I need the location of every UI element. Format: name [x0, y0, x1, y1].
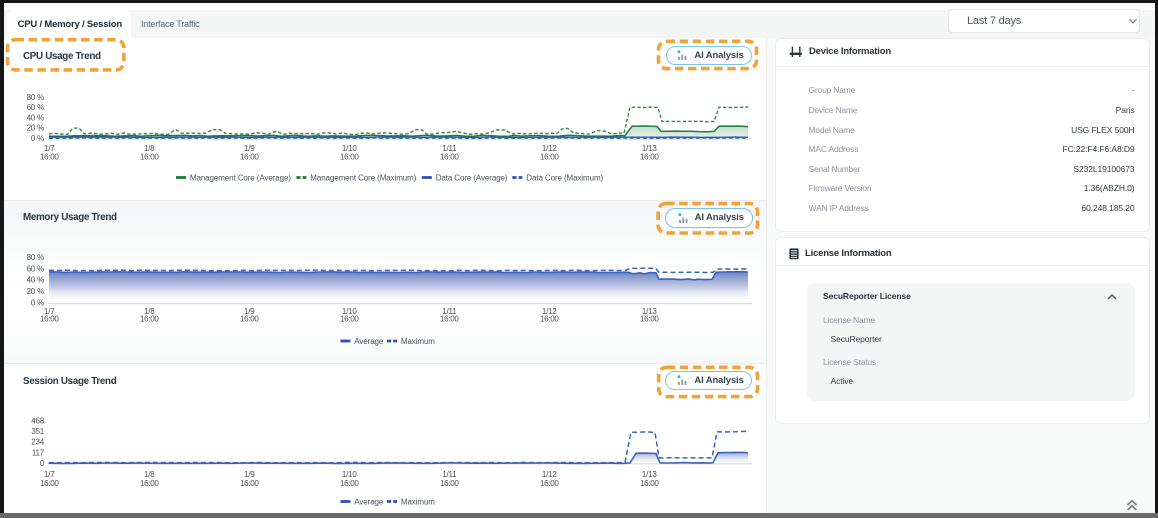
svg-text:1/12: 1/12 [542, 470, 558, 479]
svg-text:16:00: 16:00 [40, 479, 59, 488]
svg-text:20 %: 20 % [27, 287, 45, 296]
svg-text:16:00: 16:00 [140, 315, 159, 324]
svg-text:16:00: 16:00 [340, 315, 359, 324]
svg-text:Management Core (Maximum): Management Core (Maximum) [310, 173, 416, 182]
svg-text:16:00: 16:00 [40, 152, 59, 161]
svg-text:16:00: 16:00 [440, 479, 459, 488]
svg-text:Maximum: Maximum [401, 337, 435, 346]
svg-text:117: 117 [32, 448, 45, 457]
svg-text:1/10: 1/10 [342, 144, 358, 153]
svg-text:20 %: 20 % [27, 124, 45, 133]
svg-text:1/9: 1/9 [244, 307, 255, 316]
svg-text:16:00: 16:00 [540, 152, 559, 161]
svg-text:16:00: 16:00 [340, 152, 359, 161]
svg-text:16:00: 16:00 [440, 315, 459, 324]
svg-text:80 %: 80 % [27, 93, 45, 102]
svg-text:Management Core (Average): Management Core (Average) [190, 173, 291, 182]
svg-text:1/7: 1/7 [44, 470, 55, 479]
svg-text:0: 0 [40, 459, 45, 468]
svg-text:1/10: 1/10 [342, 307, 358, 316]
svg-text:Maximum: Maximum [401, 497, 435, 506]
svg-text:16:00: 16:00 [640, 152, 659, 161]
svg-text:1/7: 1/7 [44, 144, 55, 153]
svg-text:1/11: 1/11 [442, 470, 457, 479]
svg-text:16:00: 16:00 [640, 315, 659, 324]
svg-text:80 %: 80 % [27, 253, 45, 262]
svg-text:1/13: 1/13 [642, 307, 658, 316]
svg-text:16:00: 16:00 [40, 315, 59, 324]
svg-text:16:00: 16:00 [240, 315, 259, 324]
svg-text:234: 234 [31, 438, 44, 447]
svg-text:1/8: 1/8 [144, 144, 155, 153]
svg-text:16:00: 16:00 [240, 479, 259, 488]
svg-text:Data Core (Maximum): Data Core (Maximum) [526, 173, 603, 182]
svg-text:16:00: 16:00 [240, 152, 259, 161]
svg-text:1/13: 1/13 [642, 144, 658, 153]
svg-text:16:00: 16:00 [340, 479, 359, 488]
svg-text:351: 351 [31, 427, 44, 436]
svg-text:Data Core (Average): Data Core (Average) [436, 173, 508, 182]
svg-text:1/9: 1/9 [244, 470, 255, 479]
svg-text:16:00: 16:00 [540, 479, 559, 488]
svg-text:16:00: 16:00 [140, 479, 159, 488]
svg-text:16:00: 16:00 [540, 315, 559, 324]
svg-text:1/11: 1/11 [442, 144, 457, 153]
svg-text:1/12: 1/12 [542, 144, 558, 153]
svg-text:40 %: 40 % [27, 113, 45, 122]
svg-text:1/11: 1/11 [442, 307, 457, 316]
svg-text:1/10: 1/10 [342, 470, 358, 479]
svg-text:Average: Average [354, 497, 384, 506]
svg-text:40 %: 40 % [27, 276, 45, 285]
svg-text:1/13: 1/13 [642, 470, 658, 479]
svg-text:16:00: 16:00 [640, 479, 659, 488]
svg-text:1/7: 1/7 [44, 307, 55, 316]
svg-text:16:00: 16:00 [440, 152, 459, 161]
svg-text:16:00: 16:00 [140, 152, 159, 161]
svg-text:1/12: 1/12 [542, 307, 558, 316]
svg-text:60 %: 60 % [27, 264, 45, 273]
svg-text:0 %: 0 % [31, 299, 44, 308]
svg-text:1/9: 1/9 [244, 144, 255, 153]
svg-text:Average: Average [354, 337, 384, 346]
svg-text:468: 468 [31, 417, 44, 426]
svg-text:1/8: 1/8 [144, 307, 155, 316]
svg-text:1/8: 1/8 [144, 470, 155, 479]
svg-text:0 %: 0 % [31, 134, 44, 143]
svg-text:60 %: 60 % [27, 103, 45, 112]
